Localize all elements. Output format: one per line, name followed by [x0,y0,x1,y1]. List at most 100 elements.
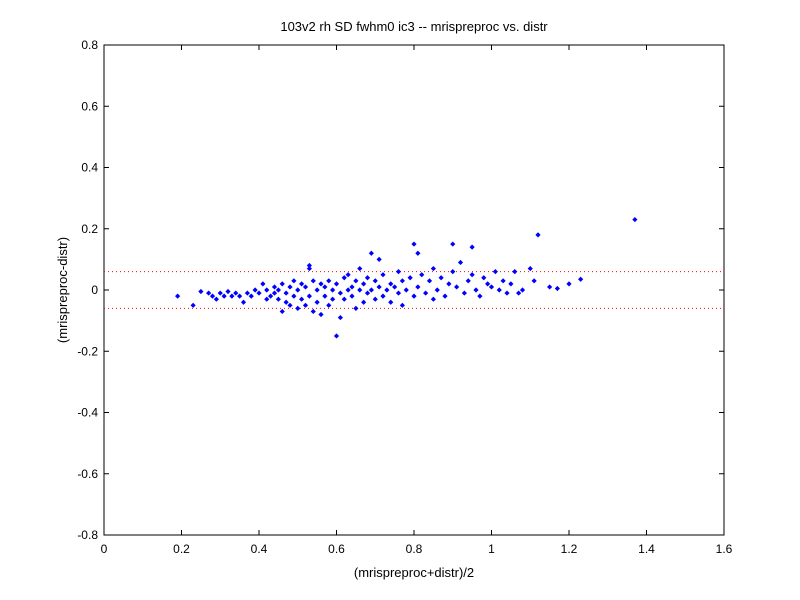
data-point [318,311,324,318]
data-point [264,296,270,302]
data-point [430,296,436,302]
data-point [248,293,254,299]
data-point [554,285,560,292]
data-point [233,290,239,296]
data-point [392,284,398,290]
data-point [450,269,456,275]
data-point [287,302,293,308]
data-point [209,293,216,299]
data-point [578,276,584,282]
data-point [299,296,305,302]
data-point [388,299,394,305]
data-point [279,308,285,315]
data-point [415,284,421,290]
data-point [496,287,502,293]
data-point [411,241,417,247]
data-point [333,333,340,339]
data-point [423,290,429,296]
data-point [333,281,340,287]
data-point [419,272,425,278]
y-tick-label: 0.8 [81,38,98,52]
data-point [399,302,405,308]
data-point [504,290,510,296]
data-point [442,293,448,299]
data-point [244,290,250,296]
data-point [206,290,212,296]
data-point [430,265,436,272]
chart-title: 103v2 rh SD fwhm0 ic3 -- mrispreproc vs.… [280,19,548,34]
data-point [198,288,204,295]
y-tick-label: -0.4 [77,406,98,420]
x-tick-label: 1.2 [561,542,578,556]
data-point [302,284,309,290]
data-point [268,293,274,299]
data-point [461,290,467,296]
data-point [345,287,351,293]
data-point [299,281,305,287]
data-point [330,287,336,293]
data-point [465,278,471,284]
data-point [291,293,297,299]
data-point [283,290,289,296]
data-point [531,278,537,284]
data-point [384,287,390,293]
data-point [454,284,460,290]
data-point [376,256,382,262]
data-point [310,308,316,315]
data-point [322,284,328,290]
data-point [477,293,483,299]
data-point [287,284,293,290]
data-point [264,287,270,293]
data-point [341,275,347,281]
data-point [357,265,363,272]
data-point [310,278,316,284]
data-point [330,296,336,302]
data-point [283,299,289,305]
data-point [535,232,541,238]
data-point [337,290,343,296]
data-point [240,299,247,305]
data-point [407,275,413,281]
data-point [271,284,278,290]
data-point [326,278,332,284]
data-point [256,290,262,296]
data-point [512,269,518,275]
data-point [368,250,374,256]
data-point [275,296,281,302]
data-point [632,216,638,223]
data-point [457,259,464,266]
data-point [395,290,402,296]
data-point [438,275,444,281]
data-point [415,250,421,256]
x-tick-label: 1.6 [716,542,733,556]
y-tick-label: 0.2 [81,222,98,236]
data-point [508,281,514,287]
x-tick-label: 0.2 [173,542,190,556]
data-point [217,290,223,296]
data-point [364,275,371,281]
x-tick-label: 1 [488,542,495,556]
data-point [426,278,433,284]
y-tick-label: -0.8 [77,528,98,542]
data-point [488,284,495,290]
data-point [547,284,553,290]
data-point [516,290,522,296]
data-point [221,293,227,299]
data-point [395,269,402,275]
data-point [190,302,196,308]
data-point [434,287,440,293]
data-point [357,287,363,293]
y-tick-label: -0.2 [77,344,98,358]
plot-area [103,44,725,536]
data-point [225,288,231,295]
data-point [345,272,351,278]
data-point [485,281,491,287]
data-point [341,296,347,302]
data-point [252,287,258,293]
x-tick-label: 0 [101,542,108,556]
data-point [295,305,301,311]
data-point [322,293,328,299]
data-point [469,244,475,250]
reference-lines [104,271,724,309]
